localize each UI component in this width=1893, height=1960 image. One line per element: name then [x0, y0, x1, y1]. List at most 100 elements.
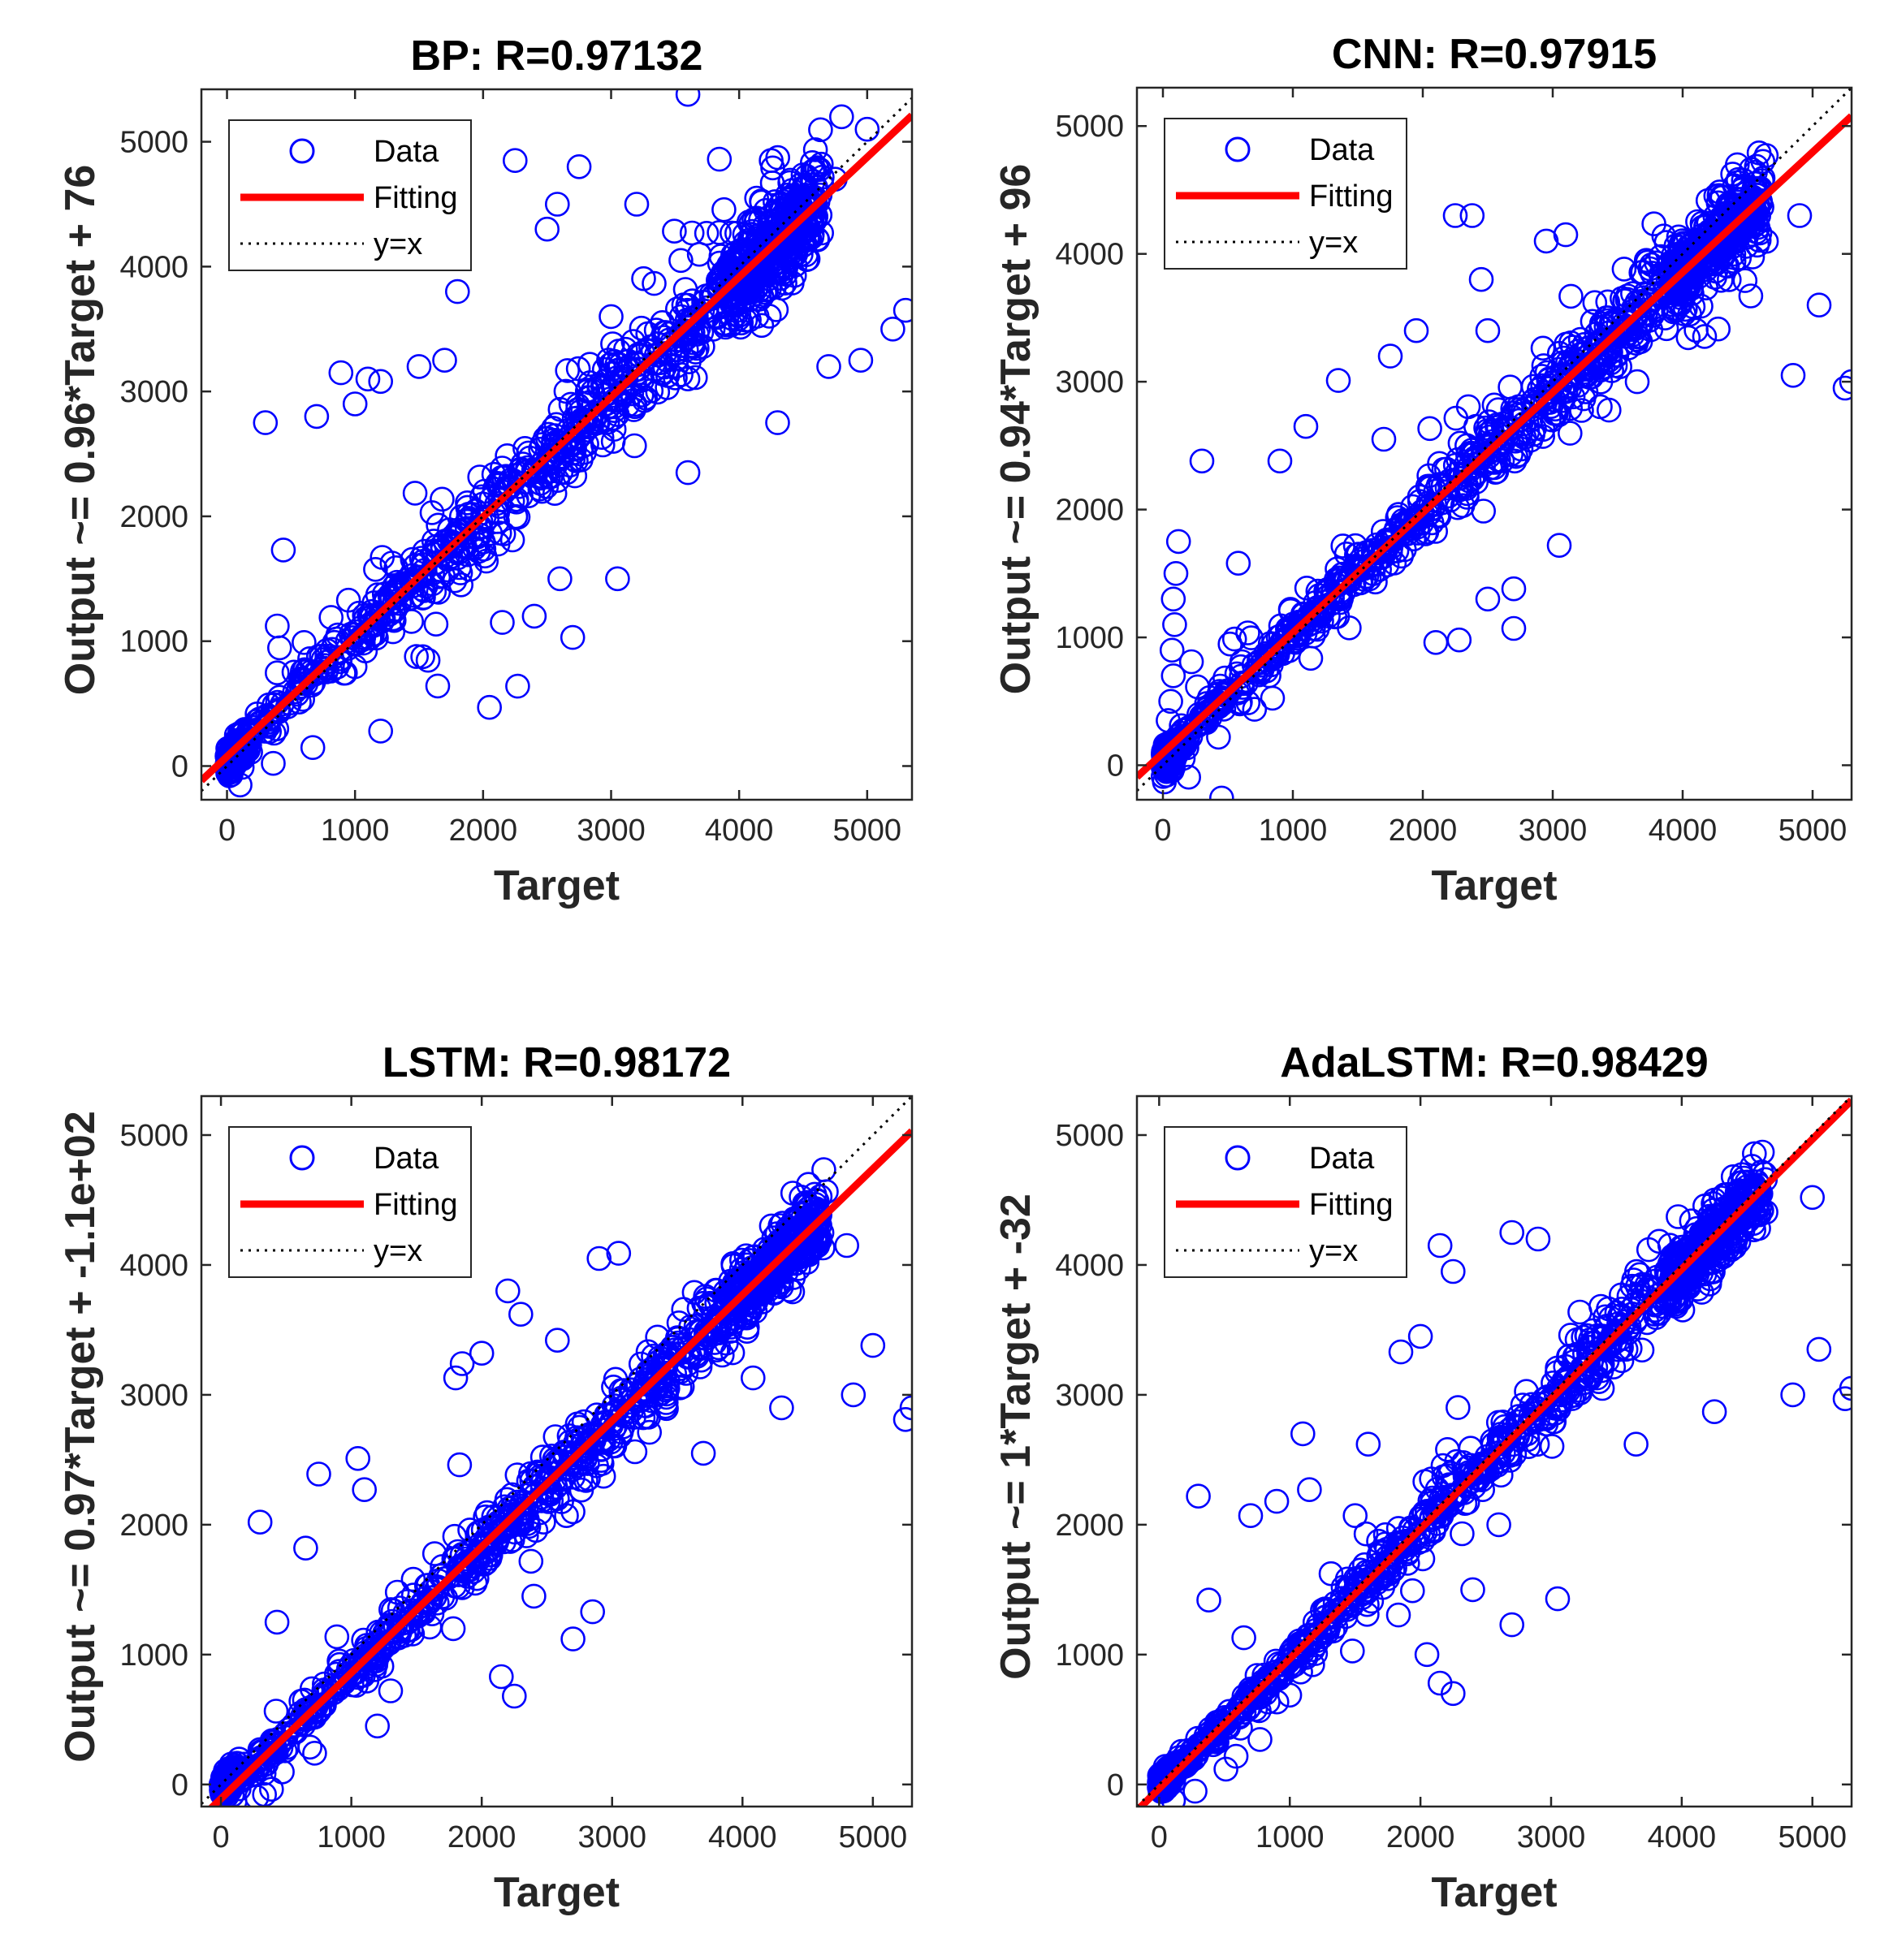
cnn-data-point: [1160, 586, 1186, 612]
bp-x-tick-label: 2000: [449, 814, 518, 848]
cnn-data-point: [1277, 597, 1303, 622]
cnn-data-point: [1403, 317, 1429, 343]
cnn-y-tick-label: 3000: [1055, 365, 1124, 399]
cnn-legend-data-label: Data: [1309, 133, 1375, 167]
bp-x-tick-label: 1000: [321, 814, 390, 848]
bp-y-tick-label: 5000: [119, 126, 188, 160]
lstm-data-point: [263, 1699, 289, 1724]
lstm-data-point: [590, 1463, 616, 1489]
bp-data-point: [444, 278, 470, 304]
cnn-data-point: [1475, 317, 1501, 343]
adalstm-data-point: [1340, 1638, 1365, 1664]
panel-bp: 0 1000 2000 3000 4000 50000100020003000400050…: [57, 32, 914, 909]
cnn-data-point: [1558, 421, 1583, 446]
lstm-data-point: [469, 1340, 495, 1366]
lstm-data-point: [515, 1507, 540, 1532]
bp-data-point: [346, 600, 372, 626]
bp-data-point: [379, 550, 405, 576]
bp-data-point: [426, 512, 451, 538]
adalstm-y-tick-label: 1000: [1055, 1638, 1124, 1673]
cnn-data-point: [1238, 625, 1264, 650]
cnn-data-point: [1692, 324, 1718, 349]
bp-data-point: [677, 309, 702, 335]
cnn-data-point: [1159, 637, 1185, 663]
cnn-data-point: [1158, 689, 1183, 714]
adalstm-data-point: [1327, 1591, 1353, 1617]
lstm-data-point: [400, 1566, 426, 1592]
bp-data-point: [555, 425, 581, 451]
adalstm-legend-data-label: Data: [1309, 1142, 1375, 1176]
lstm-data-point: [559, 1445, 584, 1470]
bp-data-point: [425, 673, 451, 699]
bp-y-tick-label: 3000: [119, 375, 188, 409]
adalstm-title: AdaLSTM: R=0.98429: [1280, 1039, 1708, 1086]
cnn-data-point: [1400, 514, 1426, 540]
cnn-data-point: [1597, 348, 1622, 373]
bp-data-point: [419, 500, 445, 525]
cnn-data-point: [1558, 283, 1584, 309]
bp-x-tick-label: 0: [218, 814, 236, 848]
bp-data-point: [880, 316, 905, 342]
lstm-data-point: [216, 1775, 242, 1800]
adalstm-data-point: [1832, 1386, 1852, 1411]
cnn-data-point: [1189, 448, 1215, 474]
bp-data-point: [848, 348, 874, 373]
cnn-data-point: [1839, 369, 1852, 395]
adalstm-data-point: [1800, 1185, 1825, 1211]
cnn-data-point: [1530, 335, 1556, 361]
bp-data-point: [363, 556, 388, 582]
panel-lstm: 0 1000 2000 3000 4000 50000100020003000400050…: [57, 1039, 914, 1916]
cnn-data-point: [1382, 525, 1408, 550]
cnn-data-point: [1218, 677, 1243, 703]
bp-data-point: [711, 196, 737, 222]
bp-data-point: [490, 610, 515, 635]
cnn-axes-box: [1135, 86, 1853, 801]
lstm-data-point: [417, 1614, 443, 1640]
cnn-data-point: [1716, 194, 1742, 220]
lstm-x-tick-label: 1000: [317, 1820, 386, 1854]
lstm-data-point: [606, 1241, 632, 1266]
bp-data-point: [800, 158, 826, 184]
bp-data-point: [256, 710, 281, 735]
adalstm-data-point: [1613, 1309, 1638, 1334]
lstm-data-point: [892, 1407, 912, 1432]
bp-data-point: [816, 354, 841, 379]
bp-title: BP: R=0.97132: [411, 32, 703, 80]
lstm-y-tick-label: 1000: [119, 1638, 188, 1673]
adalstm-data-point: [1545, 1355, 1570, 1381]
bp-data-point: [432, 348, 457, 373]
bp-data-point: [227, 772, 253, 798]
bp-data-point: [685, 335, 710, 361]
adalstm-data-point: [1450, 1521, 1475, 1547]
cnn-data-point: [1367, 545, 1393, 571]
lstm-data-point: [586, 1246, 612, 1271]
bp-data-point: [564, 448, 589, 473]
lstm-data-point: [759, 1252, 785, 1278]
adalstm-data-point: [1441, 1484, 1466, 1510]
bp-data-point: [534, 216, 560, 242]
bp-y-tick-label: 1000: [119, 625, 188, 659]
bp-data-point: [662, 218, 687, 244]
adalstm-data-point: [1499, 1220, 1524, 1246]
bp-data-point: [725, 306, 751, 332]
adalstm-y-tick-label: 2000: [1055, 1509, 1124, 1543]
bp-data-point: [596, 348, 621, 373]
bp-data-point: [675, 460, 701, 486]
adalstm-x-tick-label: 4000: [1648, 1820, 1717, 1854]
lstm-data-point: [560, 1499, 586, 1525]
bp-data-point: [292, 667, 318, 693]
bp-data-point: [487, 487, 513, 513]
adalstm-data-point: [1666, 1263, 1692, 1289]
bp-y-tick-label: 2000: [119, 500, 188, 534]
lstm-data-point: [776, 1233, 802, 1258]
bp-data-point: [650, 360, 676, 386]
bp-data-point: [300, 735, 326, 761]
adalstm-data-point: [1525, 1226, 1551, 1252]
bp-data-point: [743, 209, 769, 235]
cnn-legend-fit-label: Fitting: [1309, 179, 1393, 214]
cnn-data-point: [1680, 294, 1706, 320]
cnn-data-point: [1162, 611, 1187, 637]
bp-data-point: [486, 472, 512, 498]
lstm-data-point: [637, 1419, 663, 1445]
adalstm-data-point: [1663, 1292, 1688, 1317]
